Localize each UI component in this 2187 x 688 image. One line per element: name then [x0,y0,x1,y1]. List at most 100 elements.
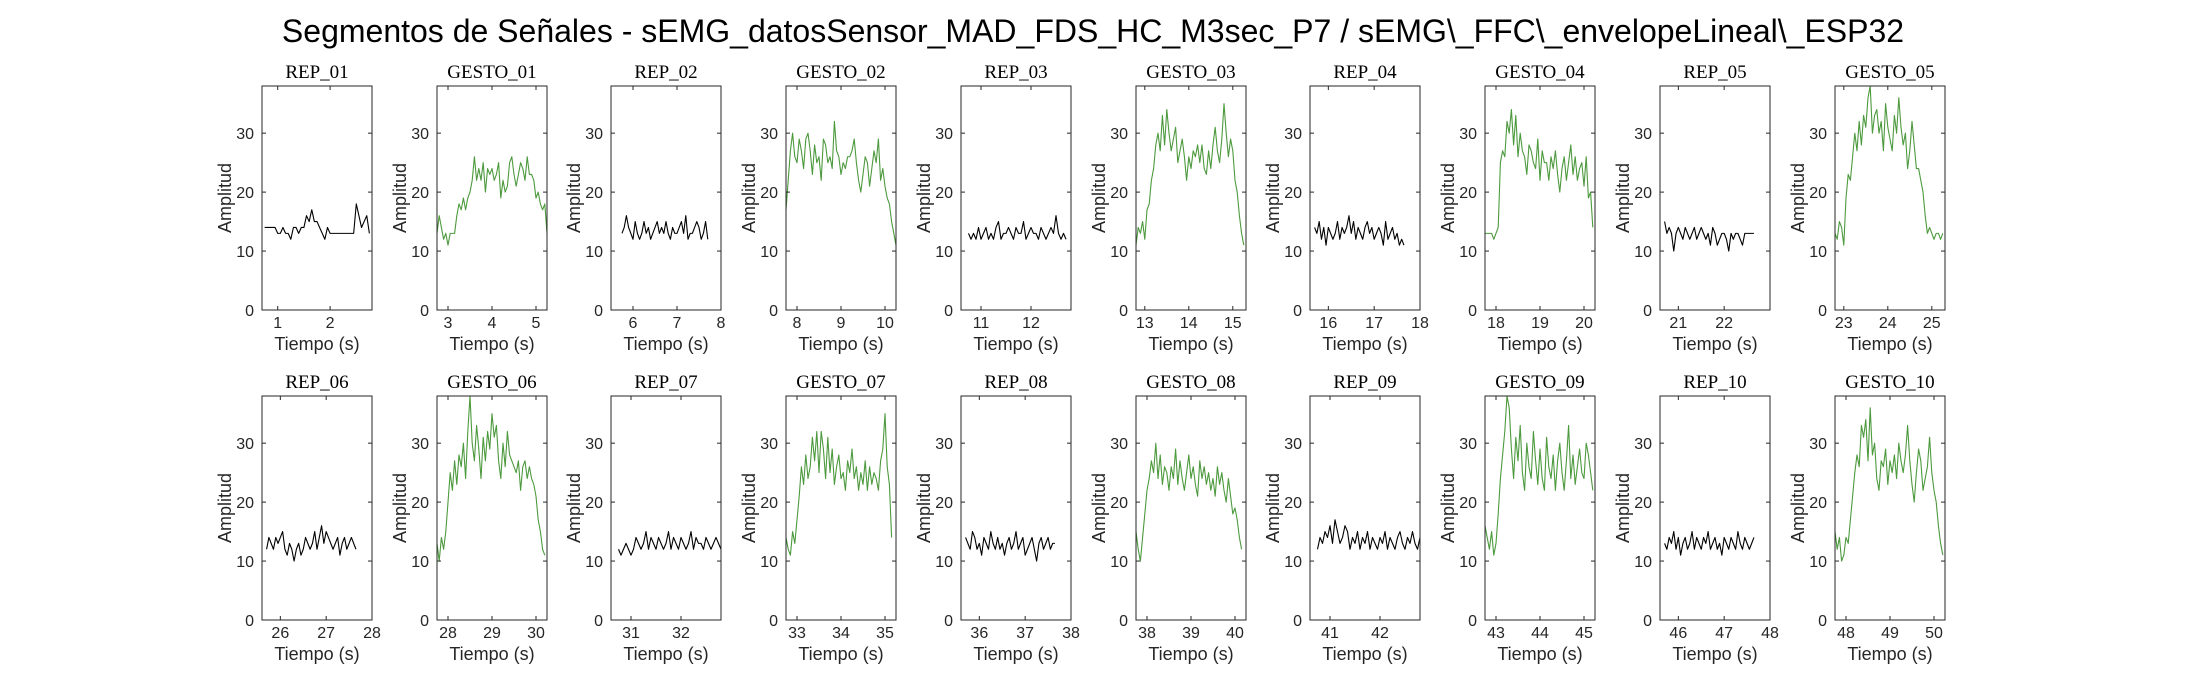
signal-line [621,215,709,240]
x-tick-label: 34 [832,625,850,642]
y-tick-label: 20 [1459,185,1477,202]
y-tick-label: 20 [585,495,603,512]
signal-line [1135,103,1245,246]
y-tick-label: 10 [760,554,778,571]
y-tick-label: 20 [760,495,778,512]
x-tick-label: 29 [483,625,501,642]
signal-line [965,531,1055,562]
y-tick-label: 0 [594,303,603,320]
subplot-gesto-02: GESTO_02 0 10 20 30 8 9 10 Tiempo (s) Amplitud [739,62,897,354]
y-tick-label: 30 [1284,436,1302,453]
x-tick-label: 45 [1575,625,1593,642]
y-tick-label: 20 [760,185,778,202]
x-tick-label: 16 [1319,315,1337,332]
y-tick-label: 30 [760,436,778,453]
y-tick-label: 0 [420,613,429,630]
x-axis-label: Tiempo (s) [1148,644,1233,664]
subplot-title: GESTO_10 [1845,372,1934,393]
y-tick-label: 0 [944,303,953,320]
x-tick-label: 23 [1835,315,1853,332]
y-tick-label: 30 [935,436,953,453]
axis-box [436,395,548,621]
x-axis-label: Tiempo (s) [623,334,708,354]
y-axis-label: Amplitud [739,163,759,233]
subplot-rep-07: REP_07 0 10 20 30 31 32 Tiempo (s) Amplitud [564,372,722,664]
y-tick-label: 10 [1284,554,1302,571]
subplot-gesto-06: GESTO_06 0 10 20 30 28 29 30 Tiempo (s) Amplitud [390,372,548,664]
axis-box [785,395,897,621]
x-tick-label: 18 [1487,315,1505,332]
y-tick-label: 30 [1459,126,1477,143]
x-tick-label: 15 [1224,315,1242,332]
y-tick-label: 0 [769,613,778,630]
axis-box [960,395,1072,621]
x-axis-label: Tiempo (s) [1148,334,1233,354]
y-tick-label: 10 [1284,244,1302,261]
subplot-gesto-01: GESTO_01 0 10 20 30 3 4 5 Tiempo (s) Amplitud [390,62,548,354]
y-tick-label: 0 [1119,303,1128,320]
x-tick-label: 46 [1669,625,1687,642]
y-tick-label: 30 [1459,436,1477,453]
y-axis-label: Amplitud [1438,473,1458,543]
subplot-title: GESTO_07 [796,372,885,393]
signal-line [1485,109,1594,240]
x-tick-label: 13 [1136,315,1154,332]
x-tick-label: 18 [1411,315,1429,332]
x-tick-label: 12 [1022,315,1040,332]
x-tick-label: 49 [1881,625,1899,642]
y-tick-label: 20 [1634,495,1652,512]
x-tick-label: 33 [788,625,806,642]
subplot-title: GESTO_01 [447,62,536,83]
x-axis-label: Tiempo (s) [1672,334,1757,354]
signal-line [1316,519,1421,550]
subplot-gesto-05: GESTO_05 0 10 20 30 23 24 25 Tiempo (s) Amplitud [1788,62,1946,354]
x-axis-label: Tiempo (s) [449,334,534,354]
x-axis-label: Tiempo (s) [1847,644,1932,664]
y-tick-label: 20 [1809,185,1827,202]
subplot-title: REP_05 [1683,62,1746,83]
y-tick-label: 30 [585,126,603,143]
subplot-gesto-09: GESTO_09 0 10 20 30 43 44 45 Tiempo (s) Amplitud [1438,372,1596,664]
y-axis-label: Amplitud [1438,163,1458,233]
y-tick-label: 10 [1110,554,1128,571]
subplot-title: GESTO_06 [447,372,536,393]
x-axis-label: Tiempo (s) [798,334,883,354]
x-tick-label: 1 [273,315,282,332]
x-tick-label: 37 [1016,625,1034,642]
axis-box [1135,85,1247,311]
x-tick-label: 7 [673,315,682,332]
y-tick-label: 10 [935,554,953,571]
x-axis-label: Tiempo (s) [623,644,708,664]
y-tick-label: 30 [1110,126,1128,143]
y-tick-label: 30 [411,436,429,453]
y-tick-label: 0 [245,303,254,320]
y-tick-label: 10 [411,244,429,261]
signal-line [967,215,1067,240]
y-tick-label: 30 [585,436,603,453]
x-tick-label: 39 [1182,625,1200,642]
y-tick-label: 30 [1634,126,1652,143]
y-axis-label: Amplitud [390,163,410,233]
x-axis-label: Tiempo (s) [1847,334,1932,354]
y-tick-label: 20 [411,495,429,512]
y-tick-label: 10 [1110,244,1128,261]
y-axis-label: Amplitud [1263,163,1283,233]
y-tick-label: 10 [1809,244,1827,261]
subplot-rep-02: REP_02 0 10 20 30 6 7 8 Tiempo (s) Amplitud [564,62,726,354]
x-tick-label: 48 [1761,625,1779,642]
y-tick-label: 0 [1643,613,1652,630]
y-tick-label: 10 [236,554,254,571]
subplot-rep-03: REP_03 0 10 20 30 11 12 Tiempo (s) Amplitud [914,62,1072,354]
subplot-gesto-03: GESTO_03 0 10 20 30 13 14 15 Tiempo (s) Amplitud [1089,62,1247,354]
x-tick-label: 38 [1138,625,1156,642]
subplot-title: REP_09 [1333,372,1396,393]
subplot-title: REP_03 [984,62,1047,83]
y-tick-label: 0 [245,613,254,630]
signal-line [1664,221,1754,252]
y-tick-label: 10 [585,244,603,261]
